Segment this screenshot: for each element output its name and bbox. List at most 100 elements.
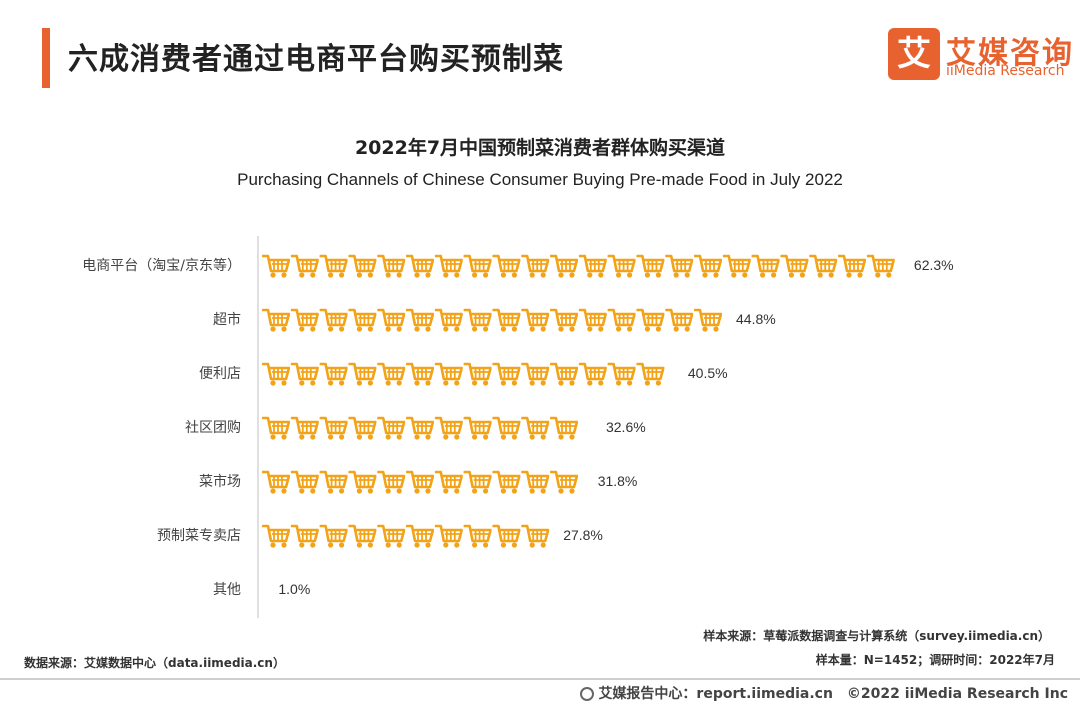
value-label: 27.8%: [563, 527, 603, 543]
bar-segment-cart-icon: [290, 470, 319, 494]
data-source-note: 数据来源：艾媒数据中心（data.iimedia.cn）: [24, 656, 285, 670]
bar-segment-cart-icon: [550, 470, 578, 494]
bar-segment-cart-icon: [578, 362, 607, 386]
bar-segment-cart-icon: [262, 254, 290, 278]
bar-segment-cart-icon: [406, 308, 434, 332]
bar-segment-cart-icon: [262, 470, 290, 494]
bar-segment-cart-icon: [665, 308, 694, 332]
bar-segment-cart-icon: [463, 308, 492, 332]
bar-row: 菜市场 31.8%: [199, 470, 638, 494]
bar-segment-cart-icon: [636, 362, 665, 386]
bar-segment-cart-icon: [838, 254, 866, 278]
bar-segment-cart-icon: [262, 362, 290, 386]
bar-segment-cart-icon: [434, 416, 463, 440]
bar-segment-cart-icon: [550, 254, 578, 278]
bar-row: 便利店 40.5%: [199, 362, 728, 386]
bar-segment-cart-icon: [578, 416, 600, 440]
bar-segment-cart-icon: [521, 254, 550, 278]
value-label: 40.5%: [688, 365, 728, 381]
bar-segment-cart-icon: [463, 470, 492, 494]
bar-segment-cart-icon: [521, 308, 550, 332]
bar-segment-cart-icon: [319, 416, 348, 440]
bar-segment-cart-icon: [377, 416, 406, 440]
bar-segment-cart-icon: [550, 416, 578, 440]
footer-divider: [0, 678, 1080, 680]
category-label: 电商平台（淘宝/京东等）: [82, 257, 241, 274]
bar-segment-cart-icon: [319, 308, 348, 332]
bar-segment-cart-icon: [866, 254, 895, 278]
bar-segment-cart-icon: [578, 254, 607, 278]
bar-segment-cart-icon: [636, 308, 665, 332]
bar-segment-cart-icon: [406, 362, 434, 386]
bar-segment-cart-icon: [492, 470, 521, 494]
title-accent-bar: [42, 28, 50, 88]
bar-segment-cart-icon: [262, 308, 290, 332]
category-label: 菜市场: [199, 473, 241, 490]
bar-segment-cart-icon: [665, 254, 694, 278]
sample-source-note: 样本来源：草莓派数据调查与计算系统（survey.iimedia.cn）: [703, 629, 1050, 643]
bar-segment-cart-icon: [578, 308, 607, 332]
bar-segment-cart-icon: [377, 362, 406, 386]
bar-segment-cart-icon: [492, 254, 521, 278]
bar-segment-cart-icon: [492, 308, 521, 332]
bar-segment-cart-icon: [521, 416, 550, 440]
bar-segment-cart-icon: [550, 308, 578, 332]
bar-segment-cart-icon: [262, 524, 290, 548]
category-label: 超市: [213, 311, 241, 328]
bar-row: 超市 44.8%: [213, 308, 776, 332]
bar-segment-cart-icon: [636, 254, 665, 278]
bar-segment-cart-icon: [434, 524, 463, 548]
bar-segment-cart-icon: [492, 524, 521, 548]
page-title: 六成消费者通过电商平台购买预制菜: [68, 42, 564, 77]
bar-row: 电商平台（淘宝/京东等） 62.3%: [82, 254, 954, 278]
footer-text: 艾媒报告中心：report.iimedia.cn ©2022 iiMedia R…: [598, 686, 1068, 702]
value-label: 32.6%: [606, 419, 646, 435]
bar-segment-cart-icon: [348, 416, 377, 440]
category-label: 社区团购: [185, 420, 241, 436]
bar-segment-cart-icon: [694, 254, 722, 278]
bar-segment-cart-icon: [377, 254, 406, 278]
category-label: 其他: [213, 582, 241, 598]
chart-title: 2022年7月中国预制菜消费者群体购买渠道: [354, 137, 726, 159]
value-label: 31.8%: [598, 473, 638, 489]
bar-segment-cart-icon: [348, 308, 377, 332]
bar-segment-cart-icon: [722, 254, 751, 278]
bar-segment-cart-icon: [463, 362, 492, 386]
bar-segment-cart-icon: [607, 254, 636, 278]
value-label: 1.0%: [278, 581, 310, 597]
bar-segment-cart-icon: [492, 416, 521, 440]
bar-segment-cart-icon: [348, 524, 377, 548]
logo-chinese-name: 艾媒咨询: [946, 36, 1074, 71]
bar-segment-cart-icon: [434, 470, 463, 494]
bar-segment-cart-icon: [521, 524, 550, 548]
iimedia-logo: 艾 艾媒咨询 iiMedia Research: [888, 28, 1072, 82]
bar-segment-cart-icon: [348, 362, 377, 386]
bar-row: 社区团购 32.6%: [185, 416, 646, 440]
report-center-icon: [580, 687, 595, 701]
bar-segment-cart-icon: [377, 470, 406, 494]
bar-segment-cart-icon: [377, 524, 406, 548]
logo-mark: 艾: [888, 28, 940, 80]
bar-segment-cart-icon: [434, 308, 463, 332]
bar-segment-cart-icon: [550, 362, 578, 386]
bar-segment-cart-icon: [406, 524, 434, 548]
logo-mark-text: 艾: [897, 34, 931, 74]
logo-english-name: iiMedia Research: [946, 63, 1065, 79]
bar-segment-cart-icon: [290, 254, 319, 278]
sample-size-note: 样本量：N=1452；调研时间：2022年7月: [815, 653, 1055, 667]
value-label: 44.8%: [736, 311, 776, 327]
bar-segment-cart-icon: [463, 416, 492, 440]
bar-segment-cart-icon: [319, 362, 348, 386]
bar-segment-cart-icon: [607, 362, 636, 386]
bar-segment-cart-icon: [751, 254, 780, 278]
bar-segment-cart-icon: [463, 524, 492, 548]
bar-segment-cart-icon: [290, 524, 319, 548]
bar-segment-cart-icon: [521, 362, 550, 386]
bar-segment-cart-icon: [809, 254, 838, 278]
bar-segment-cart-icon: [290, 362, 319, 386]
bar-segment-cart-icon: [348, 470, 377, 494]
bar-segment-cart-icon: [319, 254, 348, 278]
bar-row: 其他 1.0%: [213, 578, 310, 602]
bar-segment-cart-icon: [694, 308, 722, 332]
